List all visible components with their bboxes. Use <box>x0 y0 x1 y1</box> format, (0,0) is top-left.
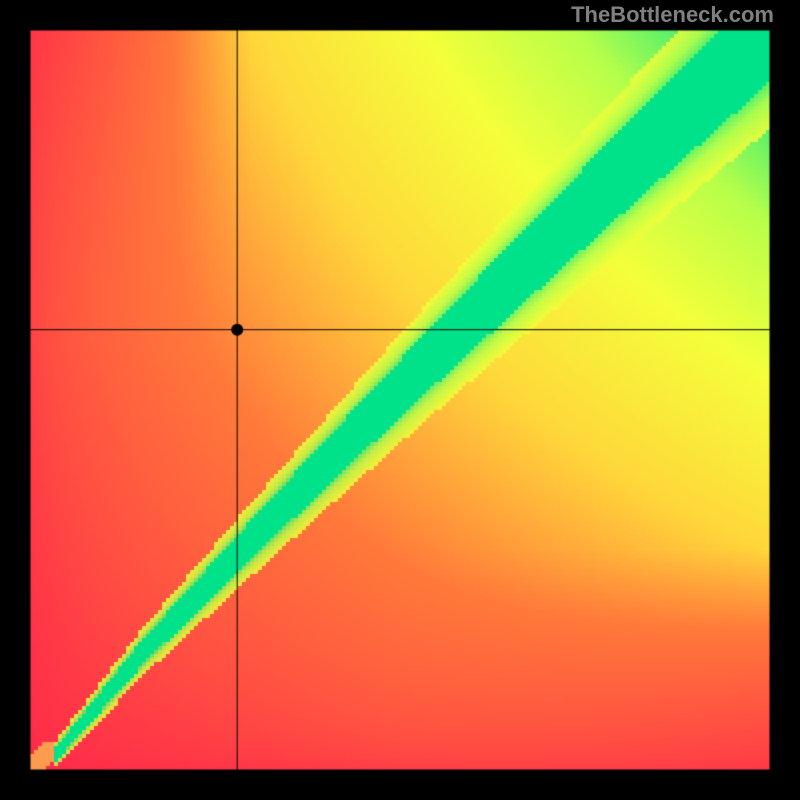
attribution-text: TheBottleneck.com <box>571 2 774 28</box>
bottleneck-heatmap <box>0 0 800 800</box>
